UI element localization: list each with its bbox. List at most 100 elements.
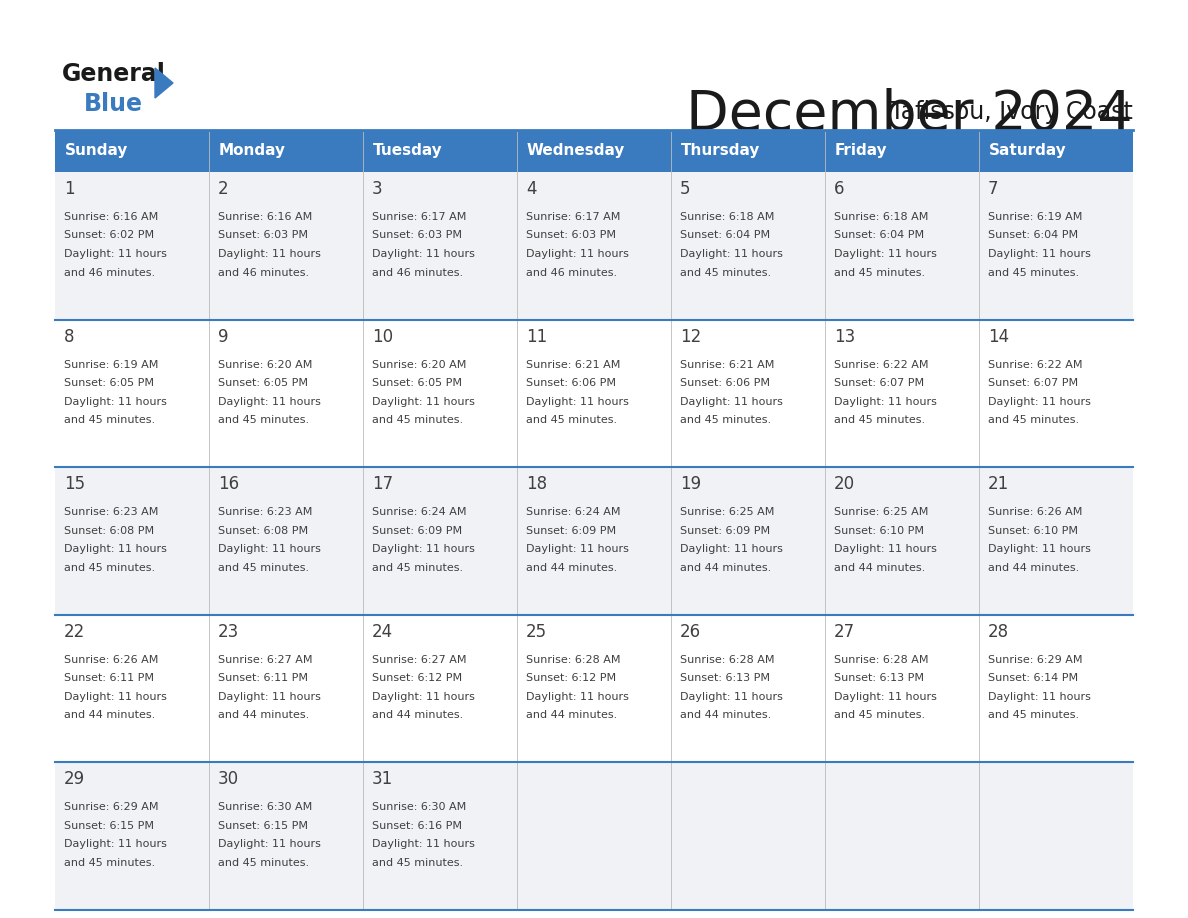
Text: Sunrise: 6:28 AM: Sunrise: 6:28 AM — [680, 655, 775, 665]
Text: 20: 20 — [834, 476, 855, 493]
Text: Sunset: 6:07 PM: Sunset: 6:07 PM — [834, 378, 924, 388]
Text: Sunrise: 6:19 AM: Sunrise: 6:19 AM — [988, 212, 1082, 222]
Text: and 46 minutes.: and 46 minutes. — [219, 267, 309, 277]
Text: 29: 29 — [64, 770, 86, 789]
Text: 27: 27 — [834, 622, 855, 641]
Text: Sunrise: 6:16 AM: Sunrise: 6:16 AM — [219, 212, 312, 222]
Text: and 44 minutes.: and 44 minutes. — [680, 711, 771, 721]
Text: and 44 minutes.: and 44 minutes. — [372, 711, 463, 721]
Text: 3: 3 — [372, 180, 383, 198]
Text: Daylight: 11 hours: Daylight: 11 hours — [219, 692, 321, 701]
Text: Daylight: 11 hours: Daylight: 11 hours — [64, 397, 166, 407]
Text: and 45 minutes.: and 45 minutes. — [834, 711, 925, 721]
Text: and 45 minutes.: and 45 minutes. — [372, 858, 463, 868]
Text: Sunset: 6:11 PM: Sunset: 6:11 PM — [64, 673, 154, 683]
Text: Sunset: 6:09 PM: Sunset: 6:09 PM — [372, 526, 462, 536]
Text: and 46 minutes.: and 46 minutes. — [526, 267, 617, 277]
Text: Sunset: 6:07 PM: Sunset: 6:07 PM — [988, 378, 1079, 388]
Text: Daylight: 11 hours: Daylight: 11 hours — [219, 397, 321, 407]
Text: and 45 minutes.: and 45 minutes. — [680, 267, 771, 277]
Text: 23: 23 — [219, 622, 239, 641]
Text: 22: 22 — [64, 622, 86, 641]
Text: Daylight: 11 hours: Daylight: 11 hours — [64, 544, 166, 554]
Text: 7: 7 — [988, 180, 998, 198]
Text: General: General — [62, 62, 166, 86]
Text: and 45 minutes.: and 45 minutes. — [372, 563, 463, 573]
Text: and 45 minutes.: and 45 minutes. — [219, 563, 309, 573]
Text: and 45 minutes.: and 45 minutes. — [988, 711, 1079, 721]
Text: and 44 minutes.: and 44 minutes. — [64, 711, 156, 721]
Text: Sunrise: 6:26 AM: Sunrise: 6:26 AM — [64, 655, 158, 665]
Text: Daylight: 11 hours: Daylight: 11 hours — [834, 692, 937, 701]
Text: Thursday: Thursday — [681, 143, 760, 159]
Text: 6: 6 — [834, 180, 845, 198]
Text: 26: 26 — [680, 622, 701, 641]
Text: 8: 8 — [64, 328, 75, 345]
Text: 10: 10 — [372, 328, 393, 345]
Text: Sunrise: 6:29 AM: Sunrise: 6:29 AM — [988, 655, 1082, 665]
Text: Sunrise: 6:21 AM: Sunrise: 6:21 AM — [526, 360, 620, 370]
Polygon shape — [154, 68, 173, 98]
Text: Daylight: 11 hours: Daylight: 11 hours — [834, 397, 937, 407]
Text: Sunrise: 6:27 AM: Sunrise: 6:27 AM — [219, 655, 312, 665]
Text: Sunset: 6:08 PM: Sunset: 6:08 PM — [219, 526, 308, 536]
Text: and 46 minutes.: and 46 minutes. — [372, 267, 463, 277]
Bar — [55, 172, 1133, 319]
Text: Sunset: 6:10 PM: Sunset: 6:10 PM — [834, 526, 924, 536]
Text: Sunset: 6:04 PM: Sunset: 6:04 PM — [680, 230, 770, 241]
Text: Sunrise: 6:18 AM: Sunrise: 6:18 AM — [834, 212, 928, 222]
Text: Daylight: 11 hours: Daylight: 11 hours — [988, 544, 1091, 554]
Text: 19: 19 — [680, 476, 701, 493]
Text: Monday: Monday — [219, 143, 286, 159]
Text: Sunrise: 6:20 AM: Sunrise: 6:20 AM — [372, 360, 467, 370]
Text: and 46 minutes.: and 46 minutes. — [64, 267, 156, 277]
Text: and 45 minutes.: and 45 minutes. — [834, 267, 925, 277]
Text: and 44 minutes.: and 44 minutes. — [526, 711, 618, 721]
Text: and 45 minutes.: and 45 minutes. — [64, 563, 156, 573]
Text: Sunset: 6:08 PM: Sunset: 6:08 PM — [64, 526, 154, 536]
Text: Daylight: 11 hours: Daylight: 11 hours — [219, 544, 321, 554]
Text: and 45 minutes.: and 45 minutes. — [64, 858, 156, 868]
Text: Sunset: 6:05 PM: Sunset: 6:05 PM — [372, 378, 462, 388]
Bar — [55, 763, 1133, 910]
Text: Sunrise: 6:24 AM: Sunrise: 6:24 AM — [372, 508, 467, 517]
Text: 15: 15 — [64, 476, 86, 493]
Text: Daylight: 11 hours: Daylight: 11 hours — [372, 544, 475, 554]
Text: and 45 minutes.: and 45 minutes. — [64, 415, 156, 425]
Bar — [55, 467, 1133, 615]
Text: Sunrise: 6:20 AM: Sunrise: 6:20 AM — [219, 360, 312, 370]
Text: Daylight: 11 hours: Daylight: 11 hours — [64, 692, 166, 701]
Text: Daylight: 11 hours: Daylight: 11 hours — [219, 249, 321, 259]
Text: and 45 minutes.: and 45 minutes. — [988, 267, 1079, 277]
Text: Sunset: 6:09 PM: Sunset: 6:09 PM — [526, 526, 617, 536]
Text: 2: 2 — [219, 180, 228, 198]
Text: 9: 9 — [219, 328, 228, 345]
Text: and 45 minutes.: and 45 minutes. — [834, 415, 925, 425]
Text: Sunset: 6:02 PM: Sunset: 6:02 PM — [64, 230, 154, 241]
Text: and 44 minutes.: and 44 minutes. — [219, 711, 309, 721]
Text: Daylight: 11 hours: Daylight: 11 hours — [64, 839, 166, 849]
Text: Daylight: 11 hours: Daylight: 11 hours — [988, 397, 1091, 407]
Text: and 45 minutes.: and 45 minutes. — [526, 415, 617, 425]
Text: Sunrise: 6:21 AM: Sunrise: 6:21 AM — [680, 360, 775, 370]
Text: Sunset: 6:03 PM: Sunset: 6:03 PM — [372, 230, 462, 241]
Text: Wednesday: Wednesday — [527, 143, 625, 159]
Text: Sunset: 6:05 PM: Sunset: 6:05 PM — [219, 378, 308, 388]
Text: Daylight: 11 hours: Daylight: 11 hours — [526, 544, 628, 554]
Text: Daylight: 11 hours: Daylight: 11 hours — [680, 692, 783, 701]
Bar — [824, 130, 979, 172]
Text: Sunrise: 6:25 AM: Sunrise: 6:25 AM — [680, 508, 775, 517]
Text: Sunday: Sunday — [65, 143, 128, 159]
Text: 18: 18 — [526, 476, 548, 493]
Text: Daylight: 11 hours: Daylight: 11 hours — [372, 839, 475, 849]
Text: 14: 14 — [988, 328, 1009, 345]
Text: and 45 minutes.: and 45 minutes. — [219, 415, 309, 425]
Bar — [55, 615, 1133, 763]
Text: Daylight: 11 hours: Daylight: 11 hours — [372, 397, 475, 407]
Text: 24: 24 — [372, 622, 393, 641]
Text: Sunset: 6:06 PM: Sunset: 6:06 PM — [526, 378, 617, 388]
Bar — [55, 319, 1133, 467]
Text: Sunrise: 6:16 AM: Sunrise: 6:16 AM — [64, 212, 158, 222]
Text: Tuesday: Tuesday — [373, 143, 443, 159]
Text: and 44 minutes.: and 44 minutes. — [988, 563, 1079, 573]
